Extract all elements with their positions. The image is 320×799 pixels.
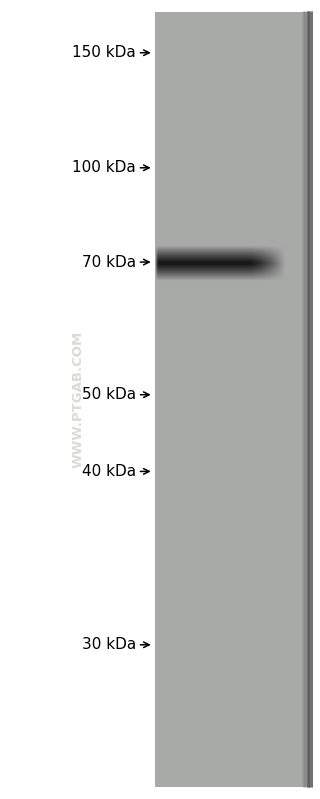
Text: 50 kDa: 50 kDa [82,388,136,402]
Bar [155,12,313,787]
Text: 150 kDa: 150 kDa [72,46,136,60]
Text: 40 kDa: 40 kDa [82,464,136,479]
Text: 30 kDa: 30 kDa [82,638,136,652]
Text: 70 kDa: 70 kDa [82,255,136,269]
Text: 100 kDa: 100 kDa [72,161,136,175]
Text: WWW.PTGAB.COM: WWW.PTGAB.COM [72,331,85,468]
